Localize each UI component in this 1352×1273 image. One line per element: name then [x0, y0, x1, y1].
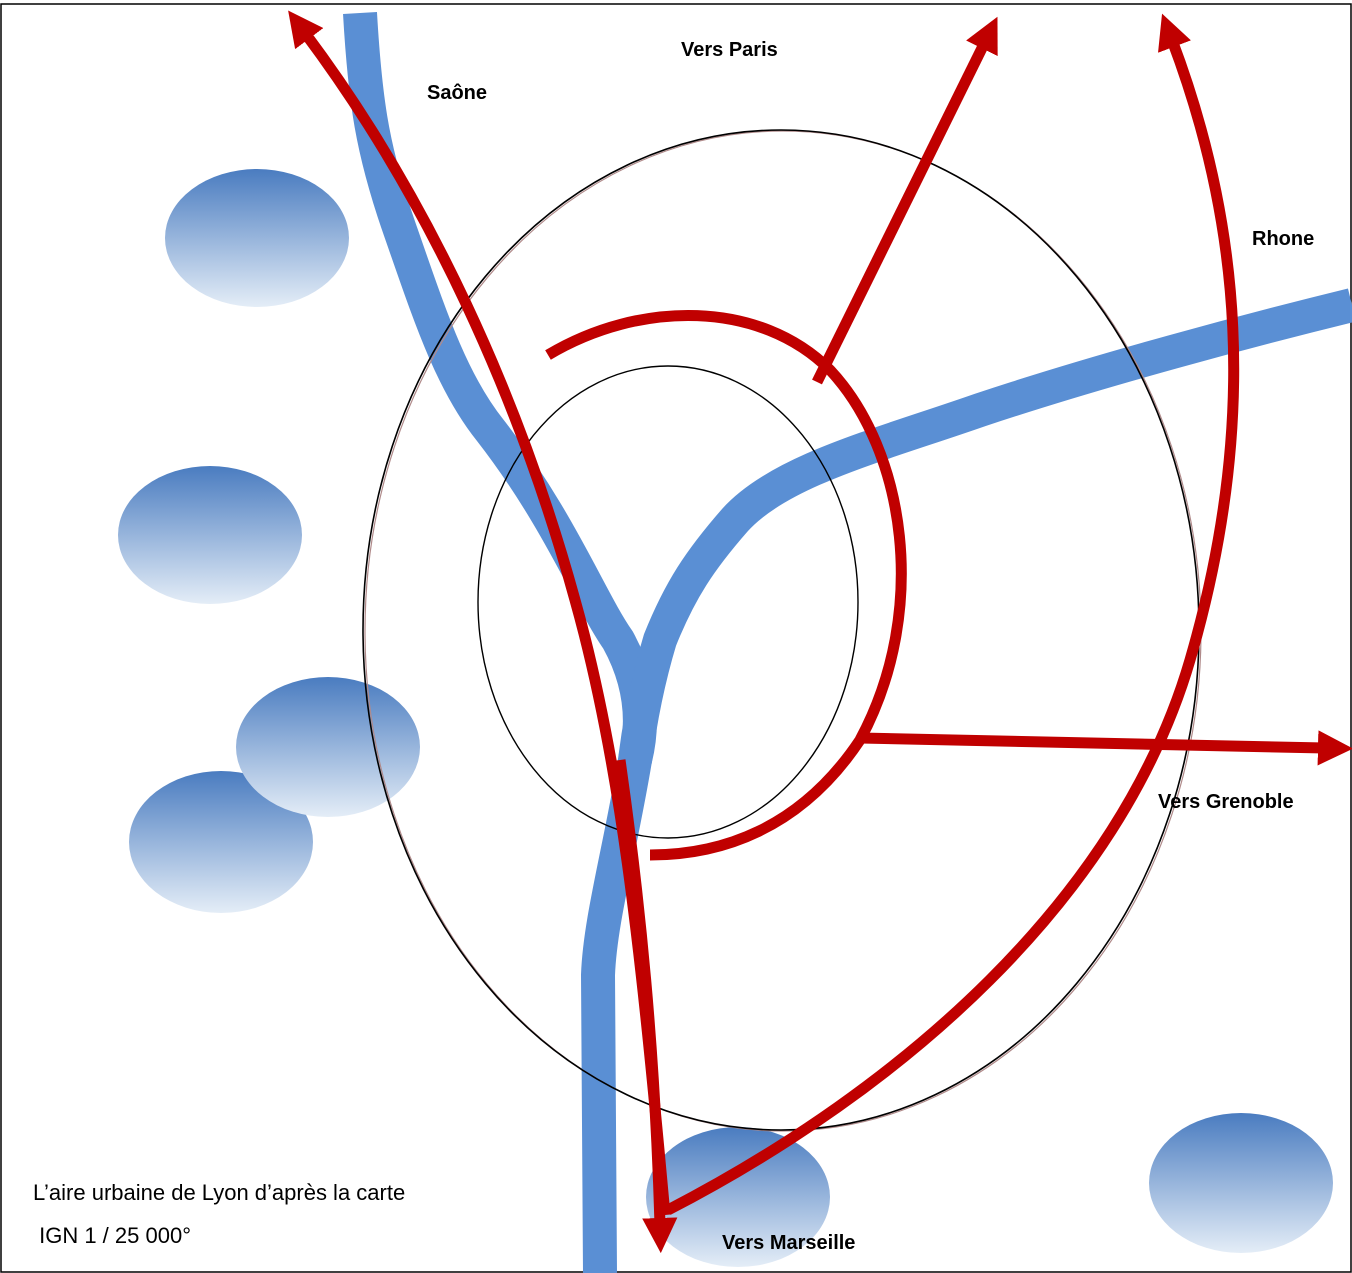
inner-urban-ring	[477, 365, 859, 839]
map-frame	[0, 3, 1352, 1273]
satellite-towns	[118, 169, 1333, 1267]
ring-road	[545, 309, 907, 861]
town-marker	[129, 771, 313, 913]
urban-rings	[362, 129, 1202, 1132]
outer-urban-ring	[362, 129, 1200, 1131]
road-north-paris	[812, 16, 998, 385]
town-marker	[165, 169, 349, 307]
map-labels: Vers Paris Saône Rhone Vers Grenoble Ver…	[33, 39, 1314, 1254]
road-network	[288, 10, 1352, 1254]
label-saone: Saône	[427, 82, 487, 104]
saone-river	[343, 12, 657, 765]
label-vers-paris: Vers Paris	[681, 39, 778, 61]
town-marker	[118, 466, 302, 604]
town-marker	[1149, 1113, 1333, 1253]
town-marker	[236, 677, 420, 817]
rivers	[343, 12, 1352, 1273]
map-caption-line-1: L’aire urbaine de Lyon d’après la carte	[33, 1180, 405, 1205]
road-east-grenoble	[859, 730, 1352, 766]
town-marker	[646, 1127, 830, 1267]
map-caption-line-2: IGN 1 / 25 000°	[33, 1223, 191, 1248]
label-vers-marseille: Vers Marseille	[722, 1232, 855, 1254]
label-vers-grenoble: Vers Grenoble	[1158, 791, 1294, 813]
road-south-marseille	[614, 759, 678, 1254]
outer-urban-ring-shadow	[364, 130, 1202, 1132]
road-east-arc	[665, 13, 1240, 1215]
label-rhone: Rhone	[1252, 228, 1314, 250]
